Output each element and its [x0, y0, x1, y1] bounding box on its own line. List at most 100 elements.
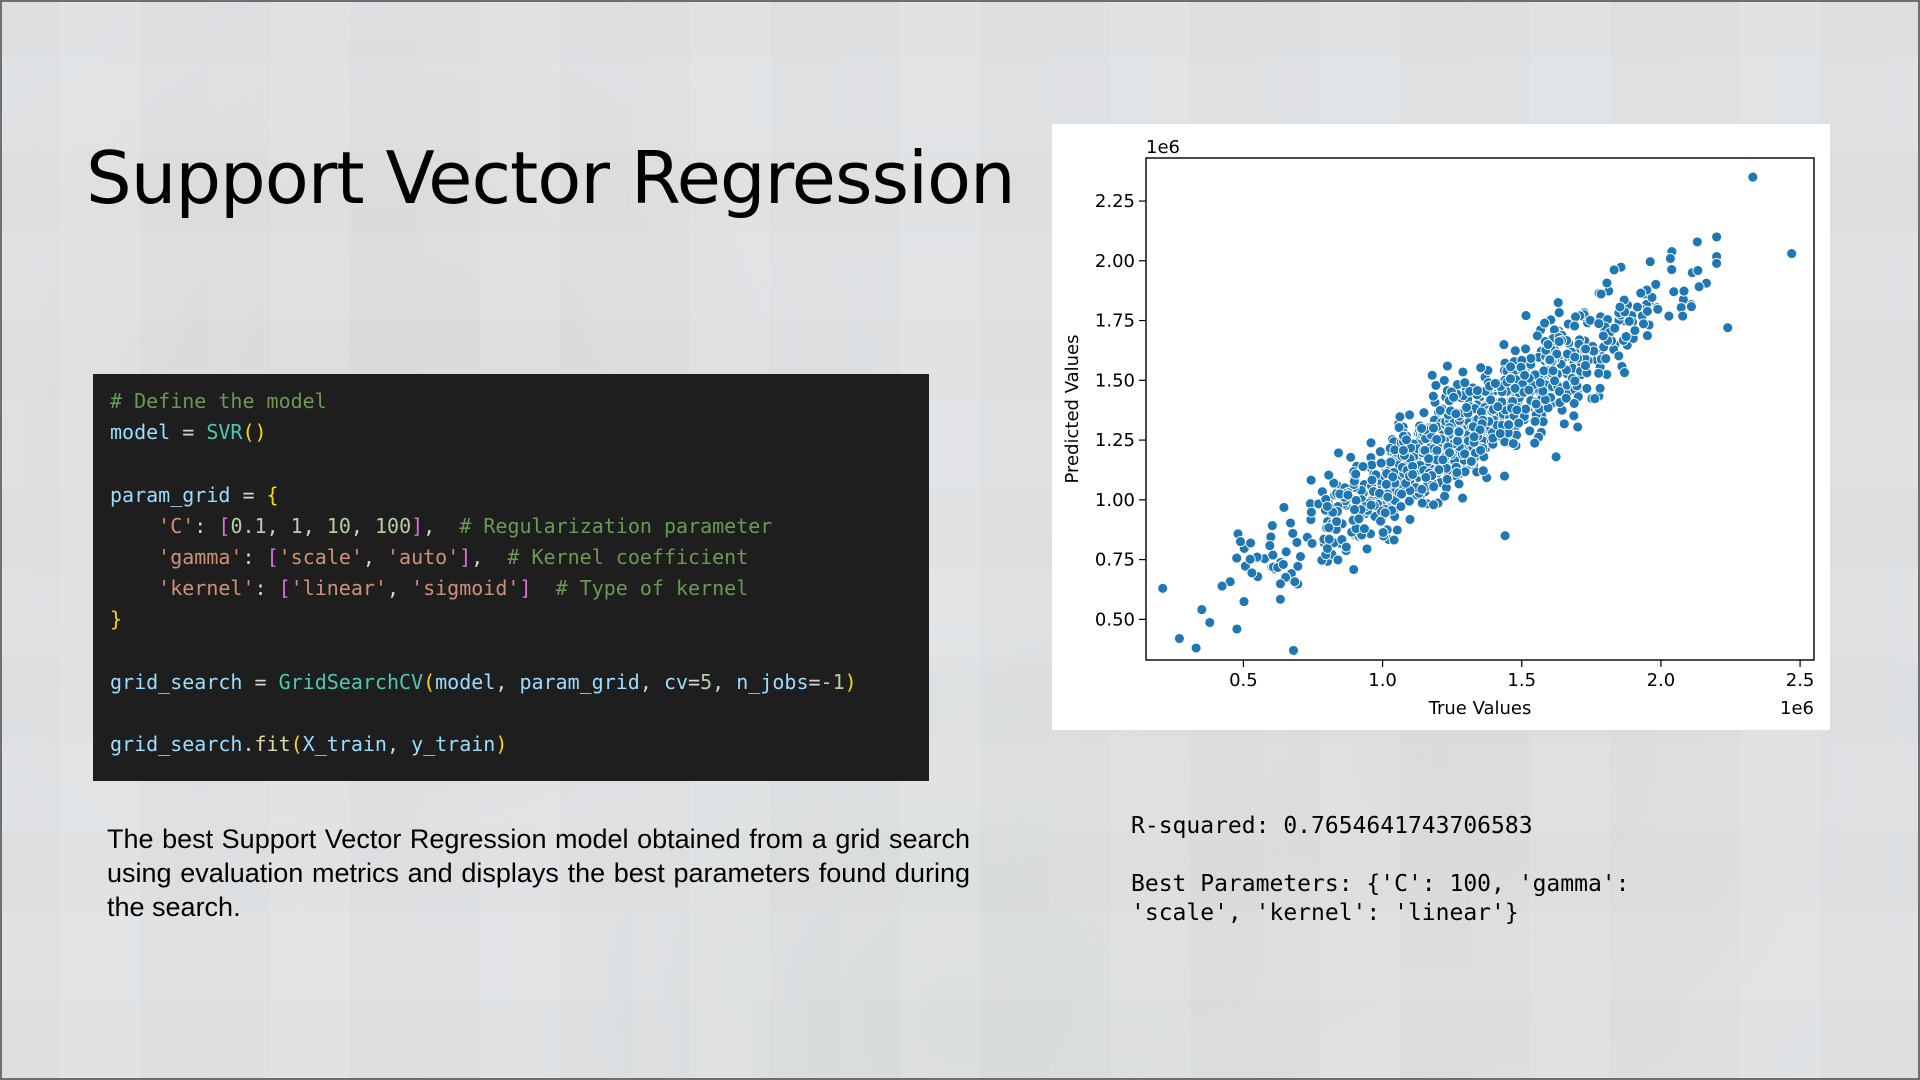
code-line-10: grid_search = GridSearchCV(model, param_…	[110, 669, 857, 694]
data-point	[1280, 546, 1292, 558]
data-point	[1459, 377, 1471, 389]
arg-model: model	[435, 669, 496, 694]
data-point	[1231, 552, 1243, 564]
code-line-12: grid_search.fit(X_train, y_train)	[110, 732, 508, 757]
data-point	[1786, 248, 1798, 260]
c-value: 10	[326, 513, 351, 538]
kernel-value: 'linear'	[290, 576, 387, 601]
data-point	[1569, 351, 1581, 363]
data-point	[1475, 444, 1487, 456]
data-point	[1581, 382, 1593, 394]
cv-value: 5	[700, 669, 713, 694]
data-point	[1157, 582, 1169, 594]
data-point	[1666, 264, 1678, 276]
grid-search-var: grid_search	[110, 669, 243, 694]
data-point	[1366, 474, 1378, 486]
data-point	[1431, 433, 1443, 445]
data-point	[1530, 398, 1542, 410]
data-point	[1428, 499, 1439, 511]
data-point	[1245, 537, 1257, 549]
data-point	[1453, 426, 1465, 438]
data-point	[1457, 366, 1469, 378]
data-point	[1277, 558, 1289, 570]
data-point	[1403, 495, 1415, 507]
data-point	[1550, 451, 1562, 463]
data-point	[1431, 445, 1443, 456]
data-point	[1534, 377, 1546, 389]
data-point	[1580, 343, 1592, 355]
data-point	[1348, 564, 1360, 575]
data-point	[1361, 543, 1373, 555]
data-point	[1474, 424, 1486, 436]
data-point	[1471, 385, 1483, 397]
data-point	[1468, 431, 1480, 443]
data-point	[1652, 303, 1664, 315]
data-point	[1365, 499, 1377, 511]
data-point	[1439, 490, 1451, 502]
slide-title: Support Vector Regression	[86, 136, 1016, 220]
data-point	[1513, 417, 1525, 429]
data-point	[1551, 348, 1563, 360]
data-point	[1711, 257, 1723, 269]
data-point	[1542, 339, 1554, 350]
data-point	[1441, 473, 1453, 485]
data-point	[1619, 367, 1630, 379]
svr-parens: ()	[242, 420, 267, 445]
data-point	[1544, 354, 1556, 366]
key-gamma: 'gamma'	[158, 545, 243, 570]
data-point	[1438, 374, 1450, 386]
code-line-1: # Define the model	[110, 389, 327, 413]
data-point	[1677, 310, 1689, 322]
data-point	[1426, 369, 1438, 381]
data-point	[1525, 352, 1537, 364]
data-point	[1553, 307, 1565, 319]
kw-cv: cv	[663, 669, 689, 694]
data-point	[1365, 437, 1377, 449]
data-point	[1350, 468, 1362, 480]
comment-kernel-coefficient: # Kernel coefficient	[507, 545, 749, 570]
comment-regularization: # Regularization parameter	[459, 513, 773, 538]
data-point	[1505, 361, 1517, 373]
data-point	[1601, 277, 1613, 289]
data-point	[1292, 560, 1304, 572]
data-point	[1342, 489, 1354, 501]
data-point	[1434, 404, 1446, 416]
best-params-line-1: Best Parameters: {'C': 100, 'gamma':	[1131, 871, 1630, 897]
data-point	[1288, 644, 1299, 656]
grid-search-obj: grid_search	[110, 732, 243, 757]
data-point	[1423, 453, 1435, 465]
y-tick-label: 2.00	[1095, 251, 1135, 272]
data-point	[1494, 428, 1506, 439]
data-point	[1631, 301, 1643, 313]
data-point	[1635, 287, 1647, 299]
data-point	[1379, 507, 1391, 519]
data-point	[1524, 425, 1536, 437]
data-point	[1400, 434, 1412, 446]
data-point	[1531, 330, 1543, 342]
data-point	[1507, 438, 1519, 449]
data-point	[1395, 501, 1407, 512]
y-tick-label: 1.00	[1095, 490, 1135, 511]
arg-param-grid: param_grid	[519, 669, 640, 694]
data-point	[1594, 382, 1606, 394]
data-point	[1173, 633, 1185, 644]
key-c: 'C'	[158, 513, 195, 538]
y-tick-label: 0.75	[1095, 550, 1135, 571]
data-point	[1394, 411, 1406, 423]
kernel-value: 'sigmoid'	[411, 576, 520, 601]
r-squared-text: R-squared: 0.7654641743706583	[1131, 813, 1533, 839]
key-kernel: 'kernel'	[158, 576, 255, 601]
data-point	[1295, 551, 1306, 562]
data-point	[1597, 330, 1609, 342]
data-point	[1711, 231, 1723, 243]
data-point	[1285, 517, 1296, 529]
code-line-5: 'C': [0.1, 1, 10, 100], # Regularization…	[158, 513, 773, 538]
data-point	[1374, 446, 1386, 458]
data-point	[1560, 392, 1572, 404]
data-point	[1450, 408, 1462, 420]
data-point	[1465, 455, 1477, 467]
data-point	[1722, 322, 1734, 334]
data-point	[1274, 593, 1286, 605]
data-point	[1641, 330, 1653, 342]
assign-op: =	[230, 482, 267, 507]
